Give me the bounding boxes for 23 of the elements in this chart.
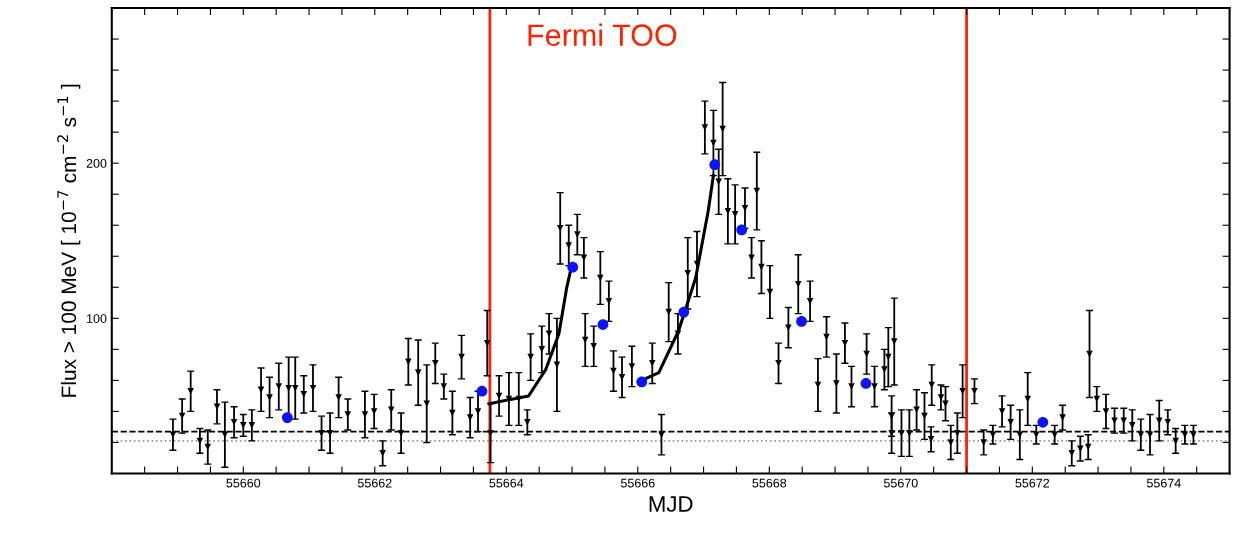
x-tick-label: 55668 [752, 478, 787, 488]
point [1037, 416, 1049, 428]
x-tick-label: 55670 [883, 478, 918, 488]
point [736, 224, 748, 236]
y-tick-label: 200 [86, 158, 107, 168]
point [860, 378, 872, 389]
point [796, 316, 807, 327]
x-tick-label: 55666 [620, 478, 655, 488]
ref-line-label: Fermi TOO [528, 23, 677, 46]
point [281, 412, 293, 423]
x-tick-label: 55672 [1015, 478, 1050, 488]
point [678, 306, 690, 318]
x-tick-label: 55662 [357, 478, 392, 488]
x-axis-title: MJD [649, 496, 693, 512]
point [636, 376, 648, 388]
y-axis-title: Flux > 100 MeV [ 10$^{−7}$ cm$^{−2}$ s$^{−1}$ ] [57, 84, 81, 397]
point [597, 319, 609, 330]
point [476, 385, 488, 397]
x-tick-label: 55664 [489, 478, 524, 488]
x-tick-label: 55674 [1146, 478, 1181, 488]
y-tick-label: 100 [87, 314, 107, 323]
x-tick-label: 55660 [226, 478, 261, 488]
point [709, 159, 721, 171]
